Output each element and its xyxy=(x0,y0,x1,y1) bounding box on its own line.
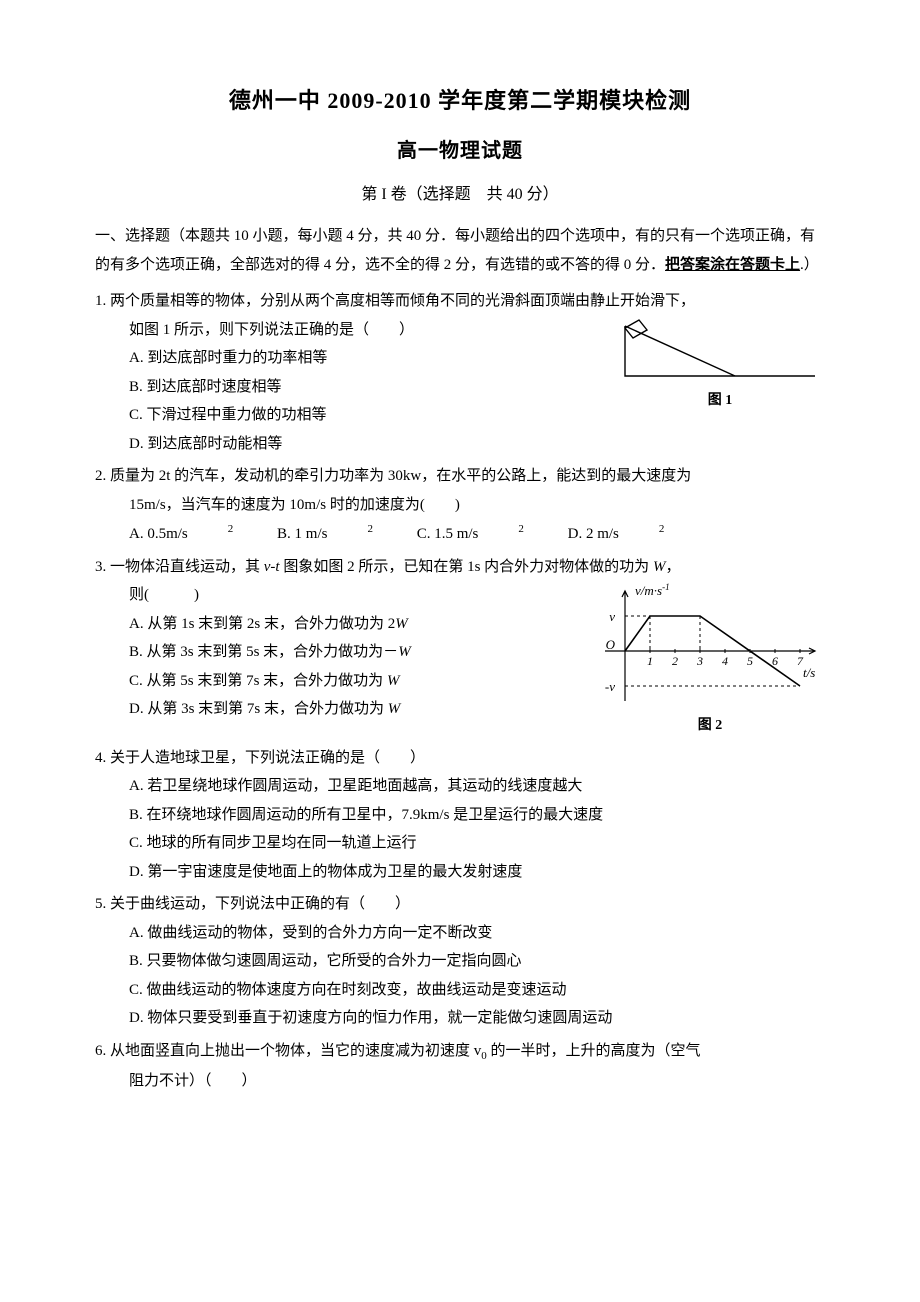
q5-opt-c: C. 做曲线运动的物体速度方向在时刻改变，故曲线运动是变速运动 xyxy=(95,976,825,1005)
q1-stem2: 如图 1 所示，则下列说法正确的是（ ） xyxy=(95,316,615,345)
section-line: 第 I 卷（选择题 共 40 分） xyxy=(95,180,825,210)
question-1: 1. 两个质量相等的物体，分别从两个高度相等而倾角不同的光滑斜面顶端由静止开始滑… xyxy=(95,287,825,458)
q6-stem2: 阻力不计）（ ） xyxy=(95,1067,825,1096)
q1-opt-b: B. 到达底部时速度相等 xyxy=(95,373,615,402)
svg-text:2: 2 xyxy=(672,654,678,668)
question-4: 4. 关于人造地球卫星，下列说法正确的是（ ） A. 若卫星绕地球作圆周运动，卫… xyxy=(95,744,825,887)
q6-stem: 6. 从地面竖直向上抛出一个物体，当它的速度减为初速度 v0 的一半时，上升的高… xyxy=(95,1037,825,1067)
title-sub: 高一物理试题 xyxy=(95,132,825,170)
svg-text:5: 5 xyxy=(747,654,753,668)
q4-stem: 4. 关于人造地球卫星，下列说法正确的是（ ） xyxy=(95,744,825,773)
incline-diagram xyxy=(615,316,825,386)
instructions: 一、选择题（本题共 10 小题，每小题 4 分，共 40 分．每小题给出的四个选… xyxy=(95,222,825,279)
q2-stem: 2. 质量为 2t 的汽车，发动机的牵引力功率为 30kw，在水平的公路上，能达… xyxy=(95,462,825,491)
q3-opt-d: D. 从第 3s 末到第 7s 末，合外力做功为 W xyxy=(95,695,585,724)
svg-text:4: 4 xyxy=(722,654,728,668)
q3-opt-a: A. 从第 1s 末到第 2s 末，合外力做功为 2W xyxy=(95,610,585,639)
svg-text:6: 6 xyxy=(772,654,778,668)
q2-opt-a: A. 0.5m/s2 xyxy=(129,519,233,549)
svg-text:-v: -v xyxy=(605,679,615,694)
q2-opt-b: B. 1 m/s2 xyxy=(277,519,373,549)
q1-stem: 1. 两个质量相等的物体，分别从两个高度相等而倾角不同的光滑斜面顶端由静止开始滑… xyxy=(95,287,825,316)
q4-opt-b: B. 在环绕地球作圆周运动的所有卫星中，7.9km/s 是卫星运行的最大速度 xyxy=(95,801,825,830)
svg-text:1: 1 xyxy=(647,654,653,668)
q5-opt-d: D. 物体只要受到垂直于初速度方向的恒力作用，就一定能做匀速圆周运动 xyxy=(95,1004,825,1033)
question-5: 5. 关于曲线运动，下列说法中正确的有（ ） A. 做曲线运动的物体，受到的合外… xyxy=(95,890,825,1033)
instructions-underlined: 把答案涂在答题卡上 xyxy=(665,257,800,273)
q1-opt-a: A. 到达底部时重力的功率相等 xyxy=(95,344,615,373)
q3-opt-c: C. 从第 5s 末到第 7s 末，合外力做功为 W xyxy=(95,667,585,696)
figure-2-caption: 图 2 xyxy=(595,713,825,740)
svg-text:3: 3 xyxy=(696,654,703,668)
figure-1-caption: 图 1 xyxy=(615,388,825,415)
q5-opt-b: B. 只要物体做匀速圆周运动，它所受的合外力一定指向圆心 xyxy=(95,947,825,976)
q4-opt-c: C. 地球的所有同步卫星均在同一轨道上运行 xyxy=(95,829,825,858)
question-2: 2. 质量为 2t 的汽车，发动机的牵引力功率为 30kw，在水平的公路上，能达… xyxy=(95,462,825,549)
svg-text:v: v xyxy=(609,609,615,624)
q2-opt-c: C. 1.5 m/s2 xyxy=(417,519,524,549)
svg-text:t/s: t/s xyxy=(803,665,815,680)
title-main: 德州一中 2009-2010 学年度第二学期模块检测 xyxy=(95,80,825,122)
svg-text:v/m·s-1: v/m·s-1 xyxy=(635,582,670,598)
q5-opt-a: A. 做曲线运动的物体，受到的合外力方向一定不断改变 xyxy=(95,919,825,948)
q3-stem: 3. 一物体沿直线运动，其 v-t 图象如图 2 所示，已知在第 1s 内合外力… xyxy=(95,553,825,582)
q4-opt-a: A. 若卫星绕地球作圆周运动，卫星距地面越高，其运动的线速度越大 xyxy=(95,772,825,801)
instructions-suffix: .） xyxy=(800,257,819,273)
vt-graph: 1 2 3 4 5 6 7 v/m·s xyxy=(595,581,825,711)
figure-2: 1 2 3 4 5 6 7 v/m·s xyxy=(595,581,825,740)
q4-opt-d: D. 第一宇宙速度是使地面上的物体成为卫星的最大发射速度 xyxy=(95,858,825,887)
q2-opt-d: D. 2 m/s2 xyxy=(568,519,665,549)
figure-1: 图 1 xyxy=(615,316,825,415)
q2-stem2: 15m/s，当汽车的速度为 10m/s 时的加速度为( ) xyxy=(95,491,825,520)
question-6: 6. 从地面竖直向上抛出一个物体，当它的速度减为初速度 v0 的一半时，上升的高… xyxy=(95,1037,825,1095)
q3-opt-b: B. 从第 3s 末到第 5s 末，合外力做功为－W xyxy=(95,638,585,667)
q2-options: A. 0.5m/s2 B. 1 m/s2 C. 1.5 m/s2 D. 2 m/… xyxy=(95,519,825,549)
q1-opt-d: D. 到达底部时动能相等 xyxy=(95,430,825,459)
q1-opt-c: C. 下滑过程中重力做的功相等 xyxy=(95,401,615,430)
question-3: 3. 一物体沿直线运动，其 v-t 图象如图 2 所示，已知在第 1s 内合外力… xyxy=(95,553,825,740)
svg-text:O: O xyxy=(606,637,616,652)
q3-then: 则( ) xyxy=(95,581,585,610)
q5-stem: 5. 关于曲线运动，下列说法中正确的有（ ） xyxy=(95,890,825,919)
